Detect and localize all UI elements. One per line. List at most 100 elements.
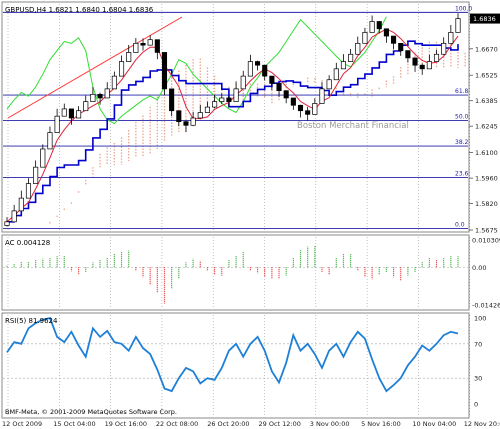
candle-body (226, 97, 232, 102)
x-tick-label: 19 Oct 16:00 (105, 420, 147, 428)
x-tick-label: 29 Oct 12:00 (259, 420, 301, 428)
candle-body (176, 110, 182, 122)
x-tick-label: 10 Nov 04:00 (412, 420, 456, 428)
fib-level-label: 100.0 (455, 5, 472, 12)
candle-body (68, 108, 74, 119)
current-price-label: 1.6836 (473, 15, 496, 23)
candle-body (133, 42, 139, 53)
candle-body (169, 88, 175, 112)
fib-level-label: 38.2 (455, 139, 469, 146)
candle-body (391, 35, 397, 44)
rsi-line (6, 316, 459, 393)
candle-body (104, 88, 110, 99)
ac-tick-label: 0.010309 (472, 237, 500, 245)
price-tick-label: 1.6245 (475, 123, 498, 131)
watermark: Boston Merchant Financial (297, 121, 409, 131)
price-tick-label: 1.6670 (475, 45, 498, 53)
candle-body (283, 90, 289, 99)
candle-body (262, 64, 268, 77)
candle-body (190, 117, 196, 126)
rsi-panel-frame (1, 312, 470, 419)
candle-body (161, 52, 168, 90)
candle-body (441, 42, 447, 55)
candle-body (419, 64, 425, 70)
candle-body (219, 97, 225, 102)
candle-body (97, 93, 103, 99)
candle-body (383, 28, 389, 37)
candle-body (426, 61, 432, 70)
ac-tick-label: 0.00 (472, 264, 486, 272)
x-tick-label: 12 Oct 2009 (2, 420, 42, 428)
candle-body (355, 42, 361, 55)
candle-body (54, 115, 60, 133)
current-price-box (470, 13, 500, 24)
candle-body (212, 101, 218, 108)
candle-body (405, 50, 411, 59)
candle-body (240, 75, 246, 90)
tenkan-sen-line (6, 28, 459, 223)
candle-body (369, 21, 375, 33)
ac-title: AC 0.004128 (5, 239, 50, 247)
x-tick-label: 3 Nov 00:00 (310, 420, 350, 428)
trendline (7, 16, 183, 119)
ac-tick-label: -0.01426 (472, 302, 500, 310)
candle-body (140, 42, 146, 46)
candle-body (18, 197, 24, 212)
rsi-series (3, 316, 468, 393)
candle-body (147, 39, 153, 46)
candle-body (154, 39, 160, 53)
candle-body (61, 108, 67, 117)
rsi-tick-label: 30 (474, 375, 482, 383)
x-tick-label: 5 Nov 16:00 (361, 420, 401, 428)
x-tick-label: 26 Oct 20:00 (207, 420, 249, 428)
rsi-tick-label: 70 (474, 340, 482, 348)
candle-body (11, 210, 17, 223)
price-tick-label: 1.6525 (475, 72, 498, 80)
candle-body (348, 53, 354, 62)
candle-body (297, 104, 304, 112)
candle-body (376, 21, 382, 30)
candle-body (183, 121, 189, 126)
candle-body (90, 93, 96, 102)
grid-layer (7, 4, 471, 416)
candle-body (255, 61, 261, 66)
candle-body (412, 57, 418, 66)
fib-level-label: 50.0 (455, 114, 469, 121)
candle-body (33, 166, 39, 184)
price-tick-label: 1.6385 (475, 97, 498, 105)
rsi-tick-label: 0 (474, 401, 478, 409)
price-tick-label: 1.5675 (475, 227, 498, 235)
fib-level-label: 61.8 (455, 88, 469, 95)
ichimoku-lines (6, 16, 459, 223)
candle-body (126, 52, 132, 62)
candle-body (47, 132, 53, 150)
kijun-sen-line (7, 40, 459, 223)
candle-body (76, 110, 82, 119)
candle-body (333, 68, 339, 81)
candle-body (340, 61, 347, 70)
candle-body (312, 103, 318, 115)
x-tick-label: 15 Oct 04:00 (53, 420, 95, 428)
candle-body (290, 97, 296, 106)
x-tick-label: 22 Oct 08:00 (156, 420, 198, 428)
candle-body (326, 79, 332, 90)
price-tick-label: 1.5820 (475, 200, 498, 208)
price-panel-frame (1, 1, 470, 233)
rsi-title: RSI(5) 81.9624 (5, 317, 58, 325)
candle-body (276, 83, 282, 92)
x-tick-label: 12 Nov 20:00 (464, 420, 500, 428)
candle-body (269, 75, 275, 84)
candle-body (433, 53, 440, 62)
candle-body (448, 32, 454, 44)
candle-body (398, 42, 404, 51)
fib-level-label: 0.0 (455, 222, 465, 229)
candle-body (83, 101, 89, 112)
rsi-tick-label: 100 (474, 315, 486, 323)
candle-body (305, 110, 311, 115)
chikou-span-line (6, 16, 387, 125)
candle-body (4, 221, 10, 226)
candle-body (455, 18, 461, 33)
candle-body (118, 61, 125, 77)
axis-labels: 12 Oct 2009 15 Oct 04:00 19 Oct 16:00 22 Oc… (2, 13, 500, 428)
